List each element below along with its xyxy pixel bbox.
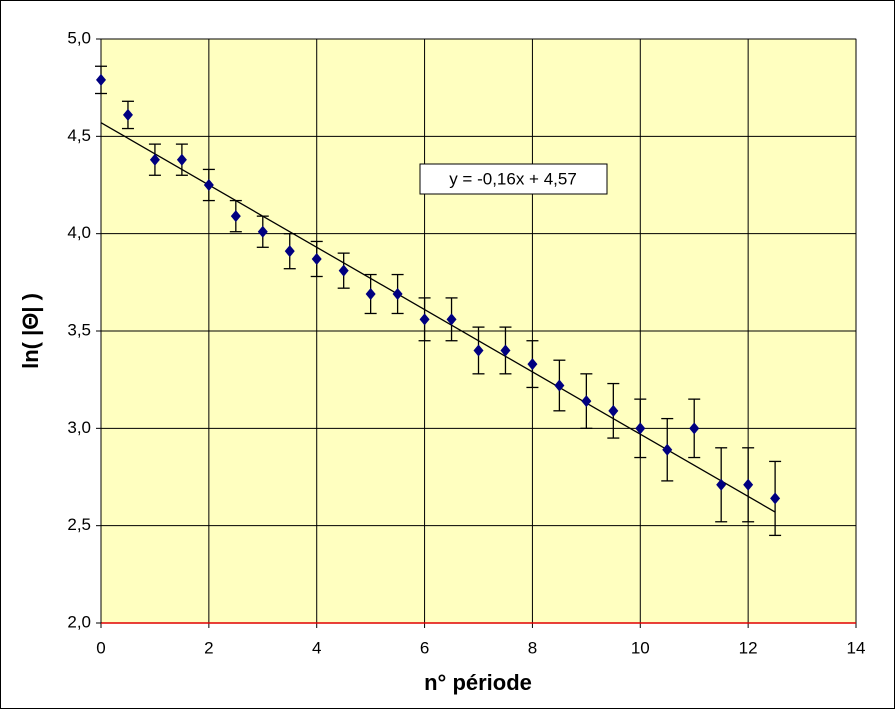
point xyxy=(365,288,376,301)
x-tick-label: 12 xyxy=(739,638,758,657)
point xyxy=(770,492,781,505)
point xyxy=(743,478,754,491)
point xyxy=(392,288,403,301)
point xyxy=(446,313,457,326)
point xyxy=(527,358,538,371)
point xyxy=(500,344,511,357)
x-axis-title: n° période xyxy=(424,670,532,695)
point xyxy=(419,313,430,326)
point xyxy=(176,153,187,166)
point xyxy=(96,73,106,86)
x-tick-label: 14 xyxy=(847,638,866,657)
y-tick-label: 2,5 xyxy=(67,515,91,534)
y-axis-title: ln( |Θ| ) xyxy=(18,293,43,369)
point xyxy=(257,225,268,238)
y-tick-label: 5,0 xyxy=(67,28,91,47)
point xyxy=(554,379,565,392)
point xyxy=(635,422,646,435)
x-tick-label: 6 xyxy=(420,638,429,657)
x-tick-label: 4 xyxy=(312,638,321,657)
y-tick-label: 4,5 xyxy=(67,126,91,145)
point xyxy=(581,395,592,408)
point xyxy=(716,478,727,491)
point xyxy=(689,422,700,435)
trendline-label-box xyxy=(419,163,608,195)
point xyxy=(608,404,619,417)
point xyxy=(122,108,133,121)
point xyxy=(338,264,349,277)
y-tick-label: 3,0 xyxy=(67,418,91,437)
point xyxy=(149,153,160,166)
point xyxy=(284,245,295,258)
point xyxy=(203,179,214,191)
point xyxy=(230,210,241,223)
x-tick-label: 8 xyxy=(528,638,537,657)
trendline-label: y = -0,16x + 4,57 xyxy=(449,169,577,188)
y-tick-label: 2,0 xyxy=(67,612,91,631)
point xyxy=(473,344,484,357)
point xyxy=(311,252,322,265)
y-tick-label: 3,5 xyxy=(67,320,91,339)
x-tick-label: 0 xyxy=(96,638,105,657)
x-tick-label: 10 xyxy=(631,638,650,657)
point xyxy=(662,443,673,456)
x-tick-label: 2 xyxy=(204,638,213,657)
trendline xyxy=(100,122,776,513)
y-tick-label: 4,0 xyxy=(67,223,91,242)
